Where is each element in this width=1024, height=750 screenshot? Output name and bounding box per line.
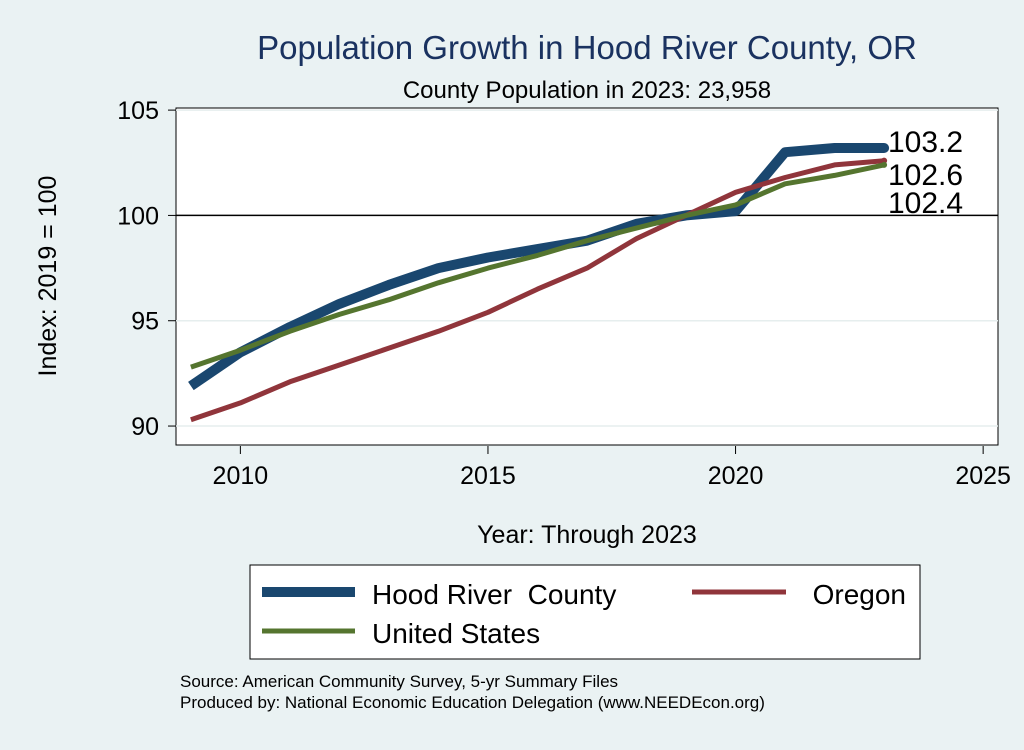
x-tick-label: 2025 (955, 462, 1011, 490)
legend-label: Hood River County (372, 579, 616, 610)
x-tick-label: 2020 (708, 462, 764, 490)
series-end-label: 102.4 (888, 187, 963, 220)
series-end-marker (879, 143, 890, 154)
x-axis-label: Year: Through 2023 (477, 521, 697, 549)
y-tick-label: 95 (131, 308, 159, 336)
legend: Hood River County Oregon United States (262, 579, 906, 649)
source-note: Source: American Community Survey, 5-yr … (180, 672, 618, 691)
series-line-1 (190, 158, 885, 423)
axes: 90 95 100 105 2010 2015 2020 2025 (117, 97, 1011, 490)
x-tick-label: 2010 (213, 462, 269, 490)
y-tick-label: 100 (117, 202, 159, 230)
chart-title: Population Growth in Hood River County, … (257, 29, 917, 66)
y-tick-label: 105 (117, 97, 159, 125)
series-end-label: 103.2 (888, 126, 963, 159)
plot-area (175, 107, 999, 446)
series-end-marker (881, 161, 888, 168)
chart-subtitle: County Population in 2023: 23,958 (403, 77, 771, 104)
series-line-2 (190, 162, 885, 370)
legend-label: United States (372, 618, 540, 649)
series-end-label: 102.6 (888, 159, 963, 192)
legend-label: Oregon (813, 579, 906, 610)
y-axis-label: Index: 2019 = 100 (34, 176, 62, 377)
legend-box (249, 564, 921, 660)
x-tick-label: 2015 (460, 462, 516, 490)
series-layer (188, 143, 885, 423)
y-tick-label: 90 (131, 413, 159, 441)
series-line-0 (188, 143, 885, 391)
produced-by-note: Produced by: National Economic Education… (180, 693, 765, 712)
series-end-marker (881, 157, 888, 164)
